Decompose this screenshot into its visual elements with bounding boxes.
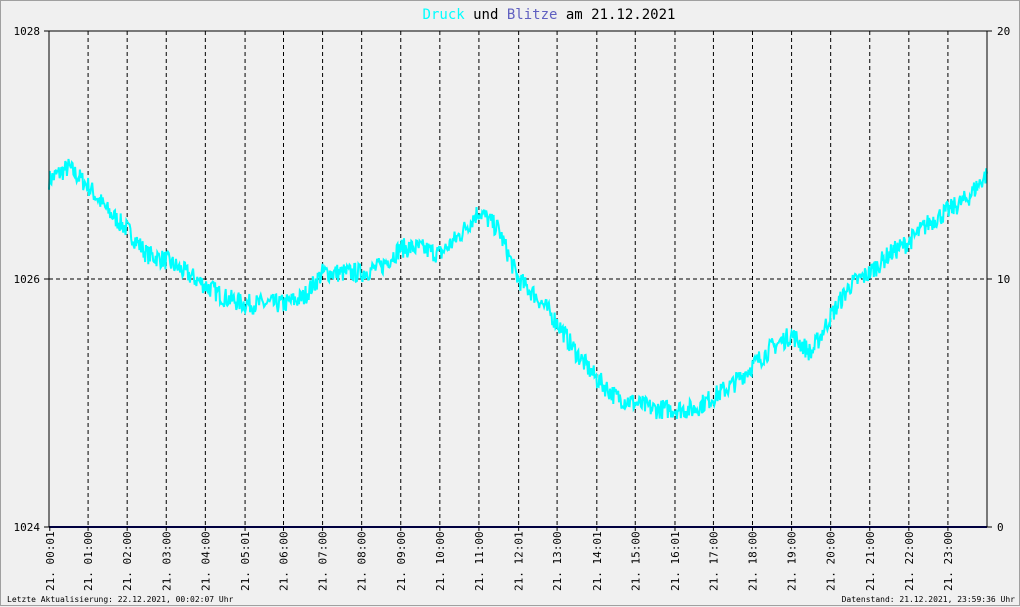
y-right-ticks: 0 10 20 [987,25,1010,534]
footer-right: Datenstand: 21.12.2021, 23:59:36 Uhr [842,595,1016,604]
x-tick-label: 21. 22:00 [903,531,916,591]
y-left-tick-label: 1026 [14,273,41,286]
footer-left: Letzte Aktualisierung: 22.12.2021, 00:02… [7,595,234,604]
y-right-tick-label: 0 [997,521,1004,534]
x-tick-label: 21. 06:00 [278,531,291,591]
x-tick-label: 21. 04:00 [199,531,212,591]
x-tick-label: 21. 23:00 [942,531,955,591]
y-left-tick-label: 1024 [14,521,41,534]
x-tick-label: 21. 02:00 [121,531,134,591]
title-date: am 21.12.2021 [557,7,675,23]
x-tick-label: 21. 03:00 [160,531,173,591]
x-ticks: 21. 00:01 21. 01:00 21. 02:00 21. 03:00 21. … [44,527,955,591]
x-tick-label: 21. 20:00 [825,531,838,591]
x-tick-label: 21. 14:01 [591,531,604,591]
chart-title: Druck und Blitze am 21.12.2021 [423,7,676,23]
x-tick-label: 21. 11:00 [473,531,486,591]
x-tick-label: 21. 09:00 [395,531,408,591]
x-tick-label: 21. 08:00 [356,531,369,591]
x-tick-label: 21. 00:01 [44,531,57,591]
y-left-ticks: 1024 1026 1028 [14,25,49,534]
x-tick-label: 21. 19:00 [786,531,799,591]
grid [49,31,987,527]
x-tick-label: 21. 16:01 [669,531,682,591]
title-druck: Druck [423,7,466,23]
x-tick-label: 21. 05:01 [239,531,252,591]
x-tick-label: 21. 21:00 [864,531,877,591]
y-left-tick-label: 1028 [14,25,41,38]
y-right-tick-label: 20 [997,25,1010,38]
x-tick-label: 21. 12:01 [513,531,526,591]
x-tick-label: 21. 18:00 [747,531,760,591]
x-tick-label: 21. 10:00 [434,531,447,591]
x-tick-label: 21. 07:00 [317,531,330,591]
x-tick-label: 21. 01:00 [82,531,95,591]
y-right-tick-label: 10 [997,273,1010,286]
x-tick-label: 21. 17:00 [707,531,720,591]
title-und: und [465,7,507,23]
x-tick-label: 21. 13:00 [551,531,564,591]
x-tick-label: 21. 15:00 [629,531,642,591]
series-druck-line [48,158,988,420]
title-blitze: Blitze [507,7,558,23]
